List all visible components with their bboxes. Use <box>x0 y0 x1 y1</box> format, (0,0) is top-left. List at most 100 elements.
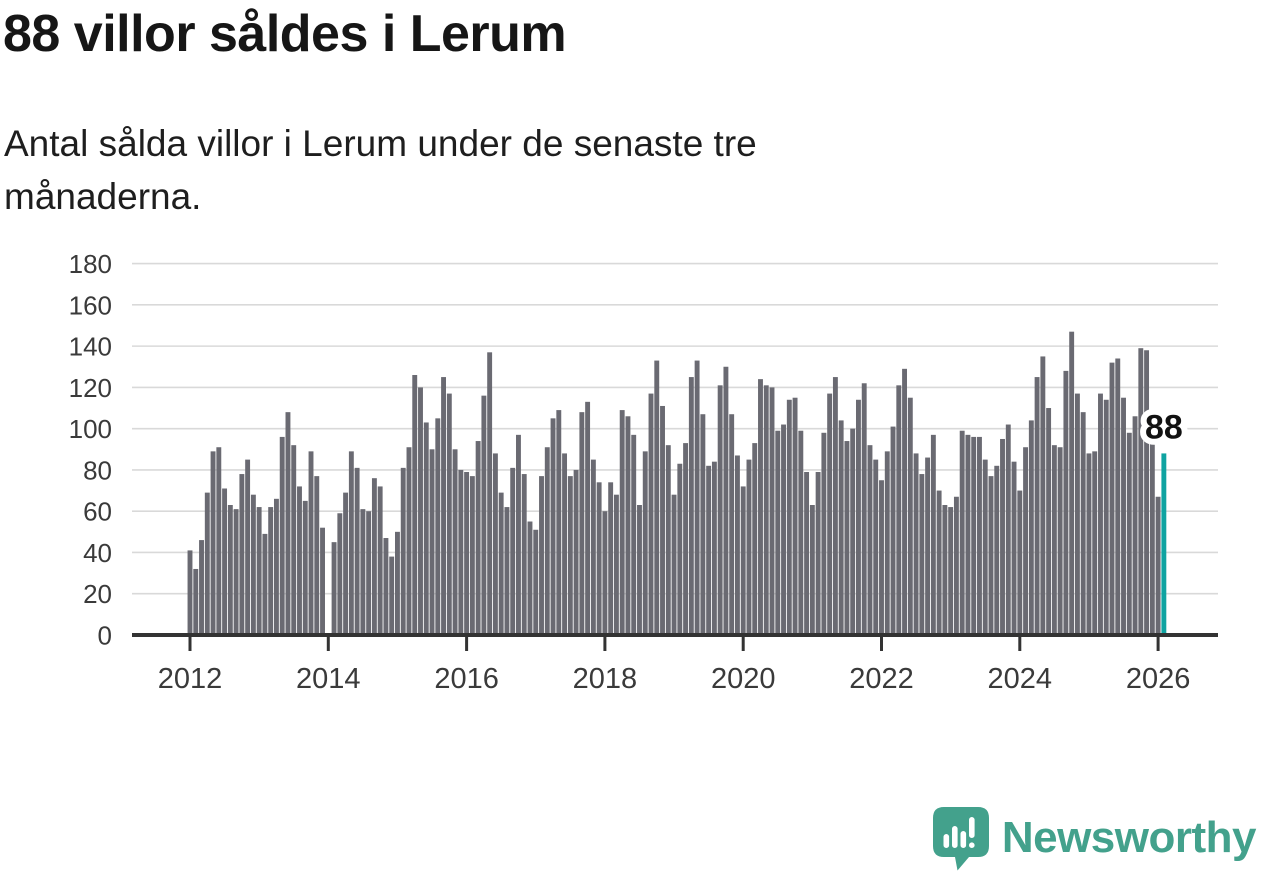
highlight-value-label: 88 <box>1145 408 1183 446</box>
bar <box>389 556 395 635</box>
x-axis-label: 2012 <box>158 663 223 695</box>
bar <box>446 393 452 635</box>
bar <box>648 393 654 635</box>
bar <box>683 443 689 635</box>
bar <box>527 521 533 635</box>
bar <box>700 414 706 635</box>
bar <box>729 414 735 635</box>
bar <box>1005 424 1011 635</box>
y-axis-label: 180 <box>69 249 112 279</box>
bar <box>677 463 683 635</box>
bar <box>377 486 383 635</box>
bar-highlight <box>1161 453 1167 635</box>
page-title: 88 villor såldes i Lerum <box>3 5 567 63</box>
bar <box>469 476 475 635</box>
bar <box>856 399 861 635</box>
newsworthy-logo: Newsworthy <box>931 805 1257 871</box>
bar <box>971 436 977 635</box>
bar <box>343 492 349 635</box>
bar <box>1063 370 1069 635</box>
y-axis-label: 100 <box>69 414 112 444</box>
bar <box>809 505 815 635</box>
bar <box>642 451 648 635</box>
bar <box>758 379 763 635</box>
bar <box>994 465 1000 635</box>
bar <box>487 352 493 635</box>
bar <box>308 451 314 635</box>
bar <box>781 424 786 635</box>
bar <box>884 451 890 635</box>
y-axis-label: 80 <box>83 455 112 485</box>
bar <box>556 410 562 635</box>
bar <box>550 418 556 635</box>
bar <box>660 405 665 635</box>
bar <box>1144 350 1150 635</box>
bar <box>873 459 879 635</box>
bar <box>953 496 959 635</box>
bar <box>314 476 320 635</box>
bar <box>435 418 441 635</box>
bar <box>821 432 827 635</box>
bar <box>613 494 619 635</box>
x-axis-label: 2020 <box>711 663 776 695</box>
bar <box>279 436 285 635</box>
bar <box>579 412 585 635</box>
bar <box>608 482 614 635</box>
bar <box>193 568 199 635</box>
bar <box>1000 438 1005 635</box>
bar <box>988 476 994 635</box>
bar <box>1069 331 1075 635</box>
bar <box>631 434 637 635</box>
bar <box>216 447 222 635</box>
bar <box>539 476 544 635</box>
bar <box>671 494 677 635</box>
bar <box>360 509 366 635</box>
bar <box>273 498 279 635</box>
newsworthy-logo-text: Newsworthy <box>1001 813 1257 862</box>
x-axis-label: 2026 <box>1126 663 1191 695</box>
bar <box>400 467 406 635</box>
bar <box>815 471 821 635</box>
bar <box>521 474 527 635</box>
bar <box>504 507 510 635</box>
x-axis-label: 2018 <box>573 663 638 695</box>
bar <box>740 486 746 635</box>
bar <box>948 507 954 635</box>
bar <box>233 509 239 635</box>
bar <box>654 360 660 635</box>
bar <box>982 459 988 635</box>
y-axis-label: 0 <box>98 621 112 651</box>
bar <box>1034 377 1040 635</box>
bar <box>492 453 498 635</box>
bar <box>861 383 867 635</box>
bar <box>902 368 907 635</box>
bar <box>441 377 446 635</box>
bar <box>227 505 233 635</box>
bar <box>1155 496 1161 635</box>
bar <box>452 449 458 635</box>
bar <box>694 360 700 635</box>
bar <box>337 513 343 635</box>
bar <box>262 533 268 635</box>
bar <box>637 505 642 635</box>
bar <box>245 459 251 635</box>
bar <box>510 467 516 635</box>
bar <box>533 529 539 635</box>
bar <box>239 474 245 635</box>
y-axis-label: 60 <box>83 497 112 527</box>
bar <box>942 505 948 635</box>
bar <box>977 436 982 635</box>
bar <box>706 465 712 635</box>
bar <box>544 447 550 635</box>
bar <box>395 531 400 635</box>
bar <box>1017 490 1023 635</box>
bar <box>665 445 671 635</box>
bar <box>879 480 884 635</box>
bar <box>320 527 325 635</box>
bar <box>1121 397 1126 635</box>
bar <box>1132 416 1138 635</box>
bar <box>354 467 360 635</box>
y-axis-label: 40 <box>83 538 112 568</box>
bar <box>590 459 596 635</box>
bar <box>930 434 936 635</box>
